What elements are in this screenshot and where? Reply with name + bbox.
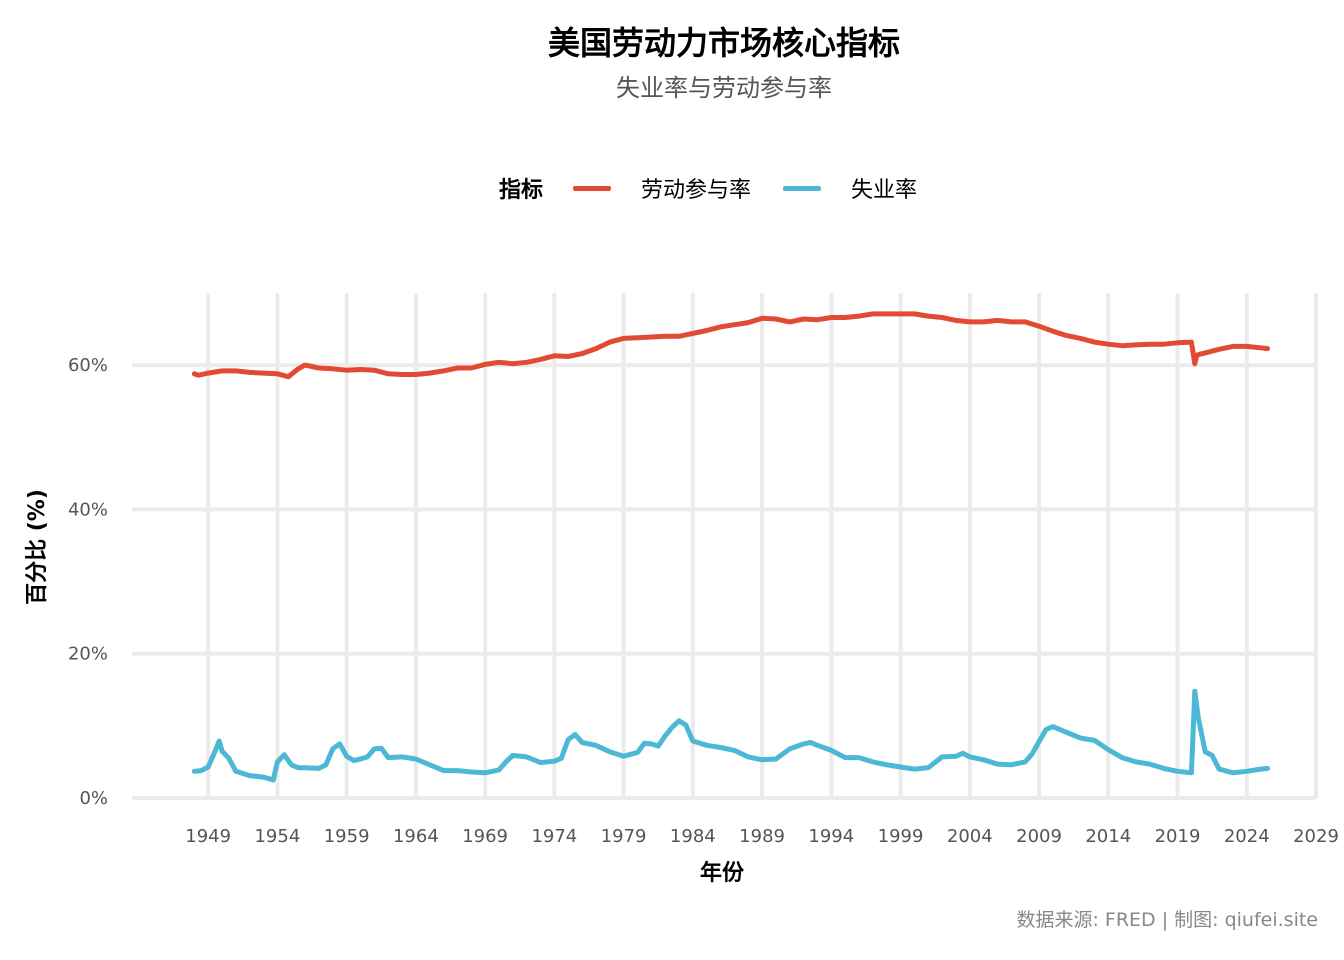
y-tick-label: 60% (68, 355, 108, 376)
x-tick-label: 1964 (393, 826, 439, 847)
chart-title: 美国劳动力市场核心指标 (547, 24, 900, 62)
tick-label-layer: 1949 1954 1959 1964 1969 1974 1979 1984 1989 1994… (68, 355, 1339, 847)
x-axis-title: 年份 (700, 860, 745, 886)
participation-rate-line (191, 311, 1270, 380)
x-tick-label: 1969 (462, 826, 508, 847)
x-tick-label: 1989 (739, 826, 785, 847)
x-tick-label: 1954 (254, 826, 300, 847)
legend-key-unemployment (783, 185, 821, 191)
x-tick-label: 2029 (1293, 826, 1339, 847)
x-tick-label: 1949 (185, 826, 231, 847)
y-axis-title: 百分比 (%) (25, 489, 50, 605)
x-tick-label: 1994 (808, 826, 854, 847)
legend: 指标 劳动参与率 失业率 (0, 172, 1344, 204)
legend-label-unemployment: 失业率 (851, 178, 918, 203)
x-tick-label: 2009 (1016, 826, 1062, 847)
y-tick-label: 20% (68, 644, 108, 665)
grid-layer (132, 293, 1318, 800)
x-tick-label: 2004 (947, 826, 993, 847)
x-tick-label: 2024 (1224, 826, 1270, 847)
legend-key-participation (572, 185, 611, 191)
unemployment-rate-line (191, 688, 1270, 783)
legend-item-unemployment: 失业率 (783, 172, 917, 204)
legend-item-participation: 劳动参与率 (572, 172, 751, 204)
x-tick-label: 1974 (531, 826, 577, 847)
caption: 数据来源: FRED | 制图: qiufei.site (1016, 909, 1318, 931)
x-tick-label: 2014 (1085, 826, 1131, 847)
y-tick-label: 40% (68, 499, 108, 520)
series-layer (191, 311, 1270, 783)
x-tick-label: 1999 (878, 826, 924, 847)
x-tick-label: 2019 (1155, 826, 1201, 847)
legend-label-participation: 劳动参与率 (640, 178, 751, 203)
x-tick-label: 1959 (324, 826, 370, 847)
x-tick-label: 1979 (601, 826, 647, 847)
chart-subtitle: 失业率与劳动参与率 (616, 74, 832, 102)
legend-title: 指标 (498, 178, 543, 203)
y-tick-label: 0% (79, 788, 108, 809)
x-tick-label: 1984 (670, 826, 716, 847)
